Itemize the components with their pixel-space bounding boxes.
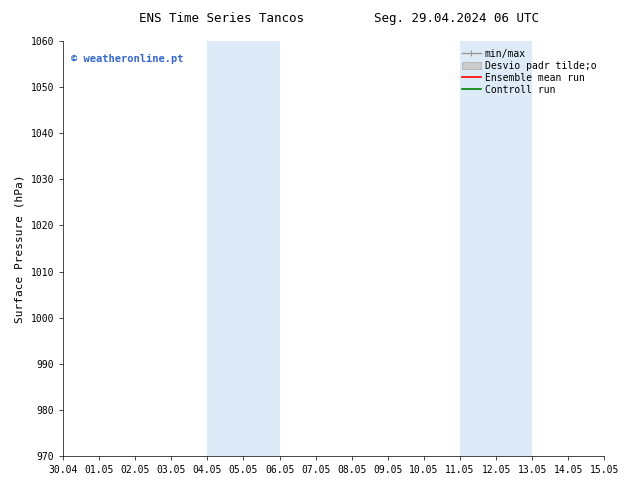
Text: © weatheronline.pt: © weatheronline.pt — [71, 53, 184, 64]
Bar — [460, 41, 532, 456]
Y-axis label: Surface Pressure (hPa): Surface Pressure (hPa) — [15, 174, 25, 323]
Text: ENS Time Series Tancos: ENS Time Series Tancos — [139, 12, 304, 25]
Text: Seg. 29.04.2024 06 UTC: Seg. 29.04.2024 06 UTC — [374, 12, 539, 25]
Bar — [207, 41, 280, 456]
Legend: min/max, Desvio padr tilde;o, Ensemble mean run, Controll run: min/max, Desvio padr tilde;o, Ensemble m… — [458, 46, 600, 98]
